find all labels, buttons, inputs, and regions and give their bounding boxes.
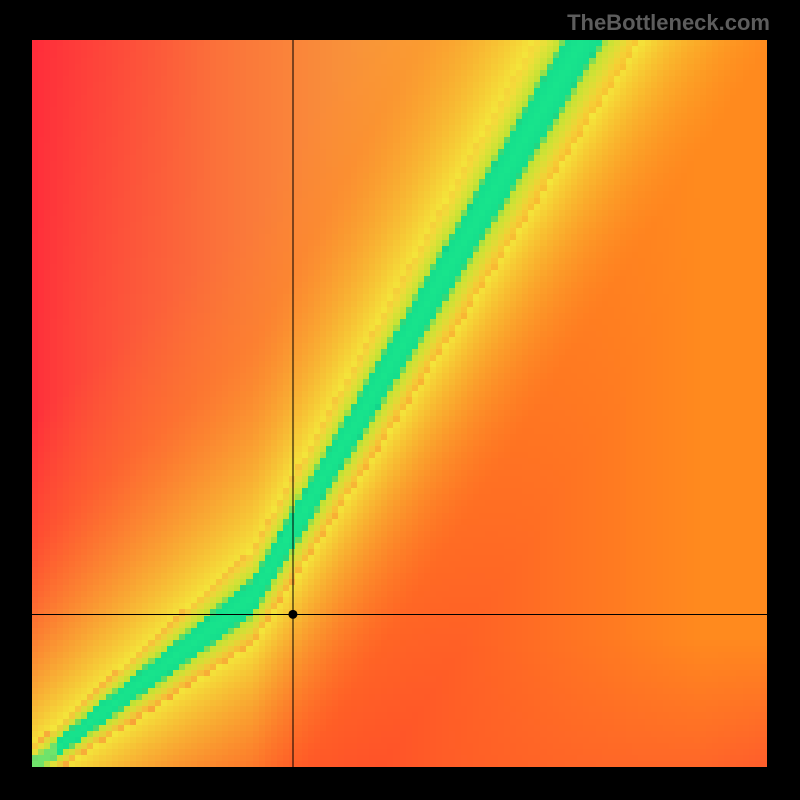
heatmap-canvas xyxy=(32,40,767,767)
page-root: TheBottleneck.com xyxy=(0,0,800,800)
attribution-text: TheBottleneck.com xyxy=(567,10,770,36)
heatmap-plot xyxy=(32,40,767,767)
